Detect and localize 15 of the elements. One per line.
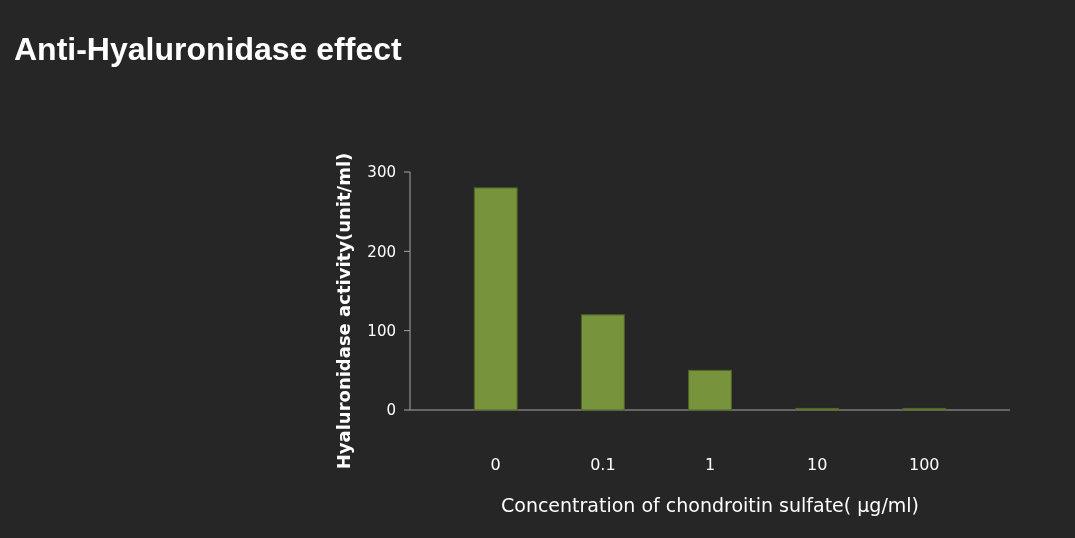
bar xyxy=(580,314,625,411)
x-axis-title: Concentration of chondroitin sulfate( μg/ml) xyxy=(500,494,920,516)
y-tick-label: 0 xyxy=(386,401,396,420)
x-tick-label: 0.1 xyxy=(590,455,616,474)
bar xyxy=(688,369,732,411)
x-tick-label: 10 xyxy=(806,455,828,474)
y-tick-label: 300 xyxy=(367,163,396,182)
bar xyxy=(473,187,518,411)
y-tick-label: 100 xyxy=(367,321,396,340)
x-tick-label: 1 xyxy=(704,455,716,474)
x-tick-label: 0 xyxy=(490,455,501,474)
chart-title: Anti-Hyaluronidase effect xyxy=(14,31,402,67)
y-tick-label: 200 xyxy=(367,242,396,261)
y-axis-title: Hyaluronidase activity(unit/ml) xyxy=(333,152,354,470)
x-tick-label: 100 xyxy=(909,455,940,474)
